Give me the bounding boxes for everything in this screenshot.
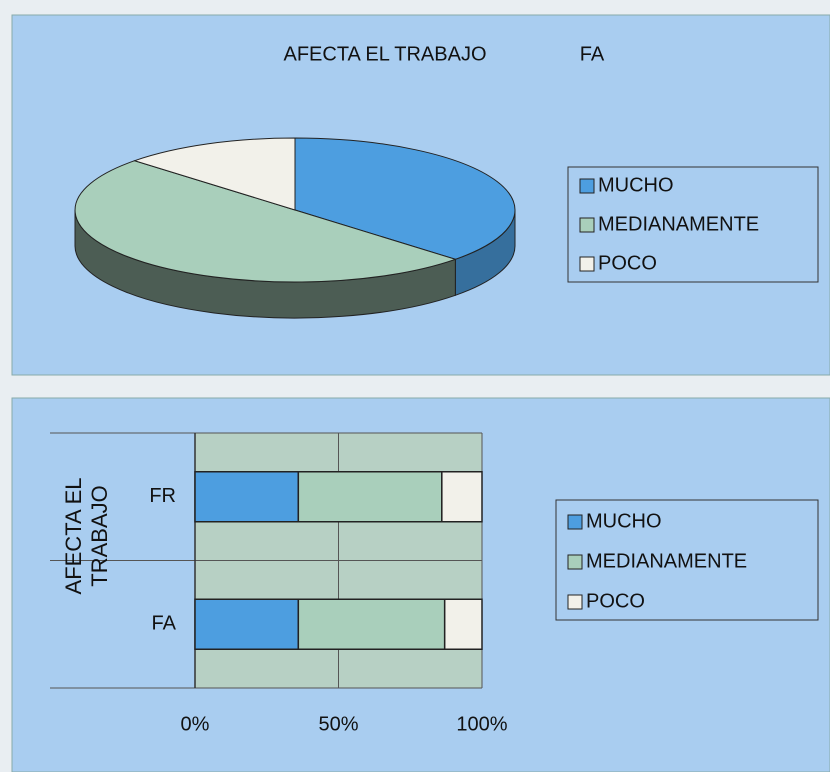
y-tick-label: FR bbox=[149, 485, 176, 507]
legend-label: POCO bbox=[598, 252, 657, 274]
x-tick-label: 50% bbox=[318, 713, 358, 735]
bar-segment bbox=[194, 471, 300, 523]
legend-swatch bbox=[579, 256, 595, 272]
legend-label: MUCHO bbox=[586, 510, 662, 532]
bar-legend bbox=[555, 499, 819, 621]
x-tick-label: 100% bbox=[456, 713, 507, 735]
y-axis-label: AFECTA EL TRABAJO bbox=[61, 477, 112, 595]
legend-label: MUCHO bbox=[598, 174, 674, 196]
legend-swatch bbox=[567, 594, 583, 610]
bar-segment bbox=[441, 471, 483, 523]
legend-label: POCO bbox=[586, 590, 645, 612]
bar-segment bbox=[194, 598, 300, 650]
slice bbox=[133, 137, 296, 211]
slice bbox=[74, 160, 457, 283]
legend-swatch bbox=[579, 217, 595, 233]
legend-label: MEDIANAMENTE bbox=[586, 550, 747, 572]
bar-segment bbox=[297, 471, 443, 523]
bar-segment bbox=[443, 598, 483, 650]
pie-title: AFECTA EL TRABAJO bbox=[283, 43, 486, 65]
pie-legend bbox=[567, 166, 819, 283]
x-tick-label: 0% bbox=[181, 713, 210, 735]
pie-subtitle: FA bbox=[580, 43, 605, 65]
bar-segment bbox=[297, 598, 446, 650]
legend-swatch bbox=[579, 178, 595, 194]
legend-swatch bbox=[567, 514, 583, 530]
slice bbox=[294, 137, 516, 260]
legend-label: MEDIANAMENTE bbox=[598, 213, 759, 235]
legend-swatch bbox=[567, 554, 583, 570]
y-tick-label: FA bbox=[152, 613, 177, 635]
